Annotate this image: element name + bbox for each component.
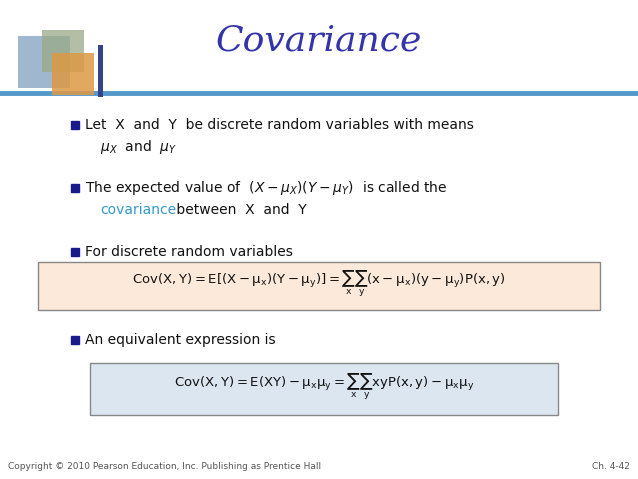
Text: Ch. 4-42: Ch. 4-42 — [592, 462, 630, 471]
FancyBboxPatch shape — [52, 53, 94, 95]
Text: $\mathrm{Cov(X,Y)=E(XY)-\mu_x\mu_y=\sum_x\sum_y xyP(x,y)-\mu_x\mu_y}$: $\mathrm{Cov(X,Y)=E(XY)-\mu_x\mu_y=\sum_… — [174, 372, 474, 402]
FancyBboxPatch shape — [98, 45, 103, 97]
Text: Let  X  and  Y  be discrete random variables with means: Let X and Y be discrete random variables… — [85, 118, 474, 132]
Text: For discrete random variables: For discrete random variables — [85, 245, 293, 259]
Text: An equivalent expression is: An equivalent expression is — [85, 333, 276, 347]
FancyBboxPatch shape — [38, 262, 600, 310]
Text: covariance: covariance — [100, 203, 176, 217]
FancyBboxPatch shape — [90, 363, 558, 415]
Text: $\mathrm{Cov(X,Y)=E[(X-\mu_x)(Y-\mu_y)]=\sum_x\sum_y(x-\mu_x)(y-\mu_y)P(x,y)}$: $\mathrm{Cov(X,Y)=E[(X-\mu_x)(Y-\mu_y)]=… — [132, 269, 506, 299]
Text: Covariance: Covariance — [216, 23, 422, 57]
Text: $\mu_X$  and  $\mu_Y$: $\mu_X$ and $\mu_Y$ — [100, 138, 177, 156]
Text: Copyright © 2010 Pearson Education, Inc. Publishing as Prentice Hall: Copyright © 2010 Pearson Education, Inc.… — [8, 462, 321, 471]
Text: The expected value of  $(X - \mu_X)(Y - \mu_Y)$  is called the: The expected value of $(X - \mu_X)(Y - \… — [85, 179, 447, 197]
Text: between  X  and  Y: between X and Y — [172, 203, 307, 217]
FancyBboxPatch shape — [42, 30, 84, 72]
FancyBboxPatch shape — [18, 36, 70, 88]
